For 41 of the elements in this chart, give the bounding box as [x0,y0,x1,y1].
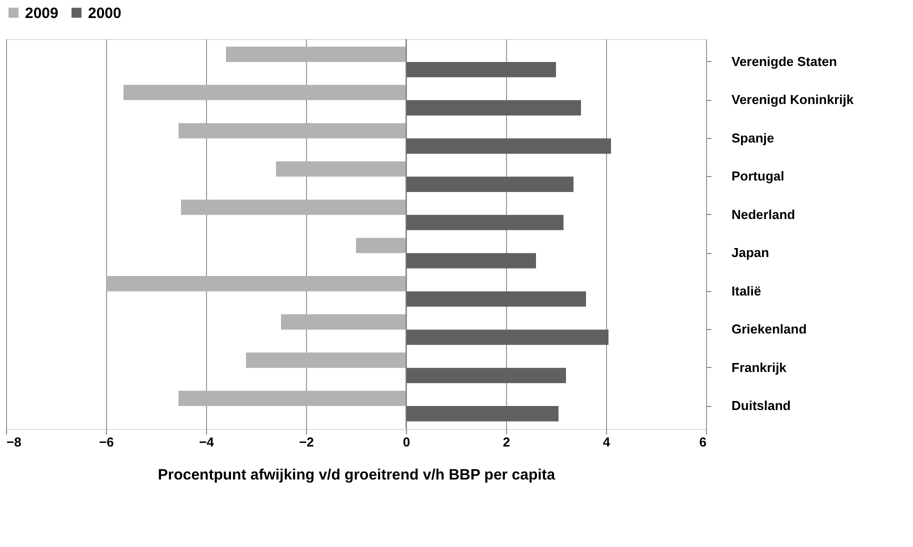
bar [406,100,581,116]
bar [276,161,406,177]
bar [406,138,611,154]
y-tick-label: Nederland [732,206,796,222]
y-tick-label: Italië [732,283,762,298]
x-tick-label: 2 [502,434,510,450]
bar [406,291,586,307]
x-axis-title: Procentpunt afwijking v/d groeitrend v/h BBP per capita [158,466,556,484]
bar [356,238,406,254]
y-tick-label: Verenigde Staten [732,54,838,69]
bar [406,330,608,345]
bar [106,276,406,292]
bar [406,253,536,268]
y-tick-label: Griekenland [732,322,807,337]
bar [246,352,406,368]
legend-label: 2009 [25,4,58,22]
bar [178,390,406,406]
x-tick-label: −4 [199,434,215,450]
bar [124,84,406,100]
bar [406,214,564,230]
bar [406,176,574,192]
y-tick-label: Verenigd Koninkrijk [732,92,854,108]
bar [281,314,406,330]
y-tick-label: Duitsland [732,398,791,414]
y-tick-label: Frankrijk [732,360,788,375]
x-tick-label: 6 [699,434,706,450]
x-tick-label: 0 [402,434,410,450]
bar [406,406,558,422]
y-tick-label: Japan [732,245,770,260]
x-tick-label: −6 [99,434,114,450]
y-tick-label: Spanje [732,130,774,146]
bar [406,62,556,78]
legend-label: 2000 [88,4,122,22]
x-tick-label: −2 [299,434,314,450]
bar [226,46,406,62]
x-tick-label: 4 [602,434,611,450]
y-tick-label: Portugal [732,168,784,184]
bar [181,200,406,215]
x-tick-label: −8 [6,434,22,450]
bar [178,123,406,138]
bar [406,368,566,384]
